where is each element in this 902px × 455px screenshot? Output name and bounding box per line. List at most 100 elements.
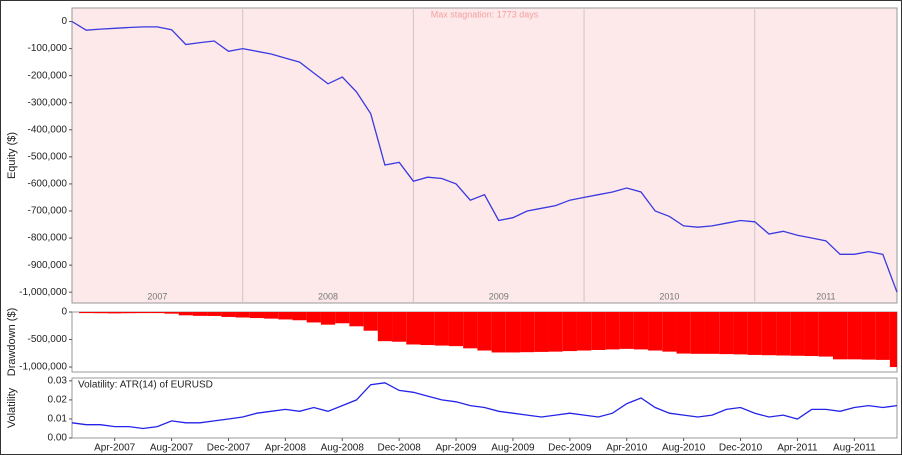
y-tick-label: -500,000	[28, 334, 68, 345]
bar	[150, 312, 165, 314]
x-tick-label: Dec-2009	[548, 443, 592, 454]
x-tick-label: Dec-2010	[719, 443, 763, 454]
y-tick-label: -100,000	[28, 43, 68, 54]
y-tick-label: -1,000,000	[19, 362, 67, 373]
year-label: 2007	[147, 291, 167, 301]
bar	[747, 312, 762, 355]
bar	[363, 312, 378, 331]
bar	[690, 312, 705, 354]
bar	[804, 312, 819, 357]
bar	[207, 312, 222, 316]
bar	[264, 312, 279, 319]
y-tick-label: 0.00	[48, 433, 68, 444]
annotation: Max stagnation: 1773 days	[431, 9, 539, 19]
bar	[605, 312, 620, 350]
x-tick-label: Dec-2008	[377, 443, 421, 454]
bar	[406, 312, 421, 345]
bar	[463, 312, 478, 349]
bar	[633, 312, 649, 350]
bar	[534, 312, 549, 352]
bar	[505, 312, 521, 353]
bar	[576, 312, 592, 351]
x-tick-label: Aug-2010	[662, 443, 706, 454]
plot-area	[71, 7, 898, 304]
y-tick-label: -200,000	[28, 70, 68, 81]
year-label: 2009	[489, 291, 509, 301]
bar	[761, 312, 777, 356]
y-tick-label: -400,000	[28, 124, 68, 135]
year-label: 2010	[659, 291, 679, 301]
x-tick-label: Dec-2007	[207, 443, 251, 454]
bar	[377, 312, 393, 342]
bar	[591, 312, 606, 350]
bar	[335, 312, 350, 324]
x-tick-label: Apr-2007	[94, 443, 136, 454]
bar	[477, 312, 492, 351]
bar	[676, 312, 691, 354]
y-tick-label: -1,000,000	[19, 287, 67, 298]
bar	[719, 312, 734, 355]
bar	[178, 312, 193, 316]
x-tick-label: Apr-2011	[777, 443, 818, 454]
y-tick-label: -900,000	[28, 260, 68, 271]
bar	[249, 312, 265, 319]
bar	[832, 312, 848, 360]
bar	[192, 312, 208, 316]
bar	[235, 312, 250, 318]
bar	[662, 312, 677, 352]
bar	[562, 312, 577, 352]
year-label: 2008	[318, 291, 338, 301]
bar	[548, 312, 563, 352]
bar	[164, 312, 179, 314]
y-tick-label: -300,000	[28, 97, 68, 108]
x-tick-label: Aug-2007	[150, 443, 194, 454]
bar	[79, 312, 94, 314]
x-tick-label: Apr-2010	[606, 443, 648, 454]
bar	[847, 312, 862, 360]
bar	[107, 312, 122, 314]
bar	[875, 312, 890, 360]
y-axis-label: Volatility	[6, 387, 18, 428]
bar	[320, 312, 336, 325]
x-tick-label: Aug-2008	[321, 443, 365, 454]
bar	[420, 312, 435, 346]
bar	[491, 312, 506, 353]
y-tick-label: 0	[61, 307, 67, 318]
line-series	[71, 20, 898, 293]
bar	[121, 312, 137, 314]
bar	[349, 312, 364, 327]
bar	[292, 312, 307, 321]
y-tick-label: 0.01	[48, 414, 68, 425]
bar	[889, 312, 897, 368]
y-tick-label: 0.02	[48, 395, 68, 406]
x-tick-label: Aug-2011	[833, 443, 876, 454]
bar	[776, 312, 791, 356]
x-tick-label: Aug-2009	[491, 443, 535, 454]
year-label: 2011	[816, 291, 835, 301]
y-axis-label: Equity ($)	[6, 132, 18, 179]
y-tick-label: -800,000	[28, 233, 68, 244]
panel-title: Volatility: ATR(14) of EURUSD	[78, 380, 213, 391]
bar	[648, 312, 663, 351]
bar	[790, 312, 805, 356]
bar	[434, 312, 449, 346]
y-tick-label: 0.03	[48, 375, 68, 386]
bar	[704, 312, 720, 354]
bar	[448, 312, 464, 347]
bar	[278, 312, 293, 320]
bar	[861, 312, 876, 360]
bar	[733, 312, 748, 355]
bar	[818, 312, 833, 357]
bar	[93, 312, 108, 314]
y-tick-label: -700,000	[28, 206, 68, 217]
bar	[221, 312, 236, 317]
line-series	[71, 382, 898, 430]
y-tick-label: -500,000	[28, 151, 68, 162]
x-tick-label: Apr-2009	[435, 443, 477, 454]
y-axis-label: Drawdown ($)	[6, 308, 18, 376]
y-tick-label: -600,000	[28, 179, 68, 190]
x-tick-label: Apr-2008	[265, 443, 307, 454]
bar	[520, 312, 535, 353]
bar	[136, 312, 151, 314]
